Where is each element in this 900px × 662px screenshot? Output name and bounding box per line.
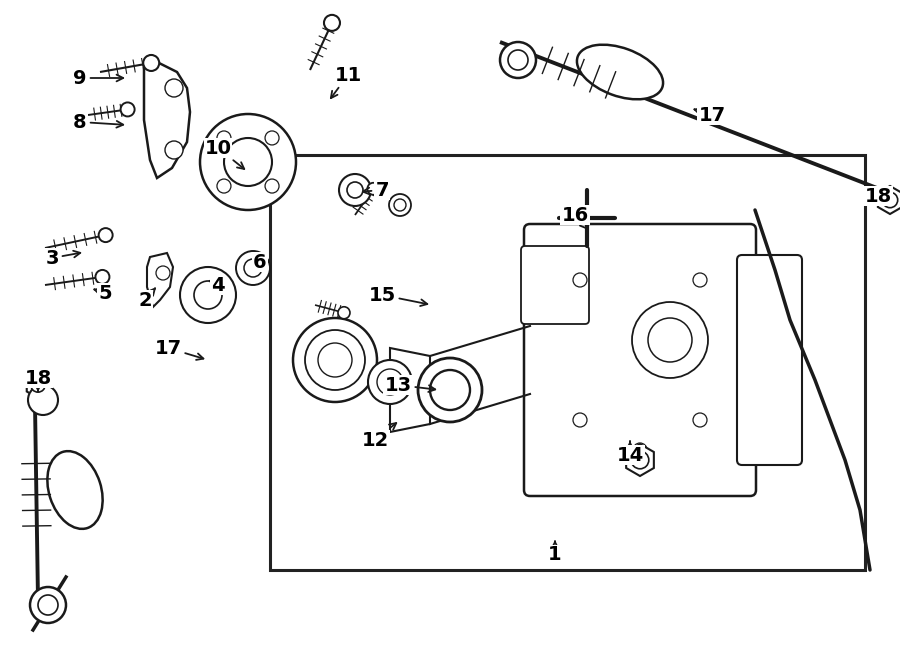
- Circle shape: [338, 307, 350, 319]
- Text: 17: 17: [694, 105, 725, 124]
- Circle shape: [217, 131, 231, 145]
- Circle shape: [324, 15, 340, 31]
- Circle shape: [194, 281, 222, 309]
- Text: 6: 6: [253, 252, 266, 271]
- Circle shape: [693, 273, 707, 287]
- Polygon shape: [147, 253, 173, 307]
- Circle shape: [224, 138, 272, 186]
- Circle shape: [347, 182, 363, 198]
- Text: 5: 5: [94, 283, 112, 303]
- Ellipse shape: [48, 451, 103, 529]
- Text: 10: 10: [204, 138, 244, 169]
- Circle shape: [377, 369, 403, 395]
- Text: 12: 12: [362, 423, 396, 449]
- Circle shape: [632, 302, 708, 378]
- Circle shape: [217, 179, 231, 193]
- Polygon shape: [626, 444, 654, 476]
- Text: 8: 8: [73, 113, 123, 132]
- Circle shape: [121, 103, 135, 117]
- Circle shape: [200, 114, 296, 210]
- Text: 2: 2: [139, 289, 155, 310]
- Circle shape: [693, 413, 707, 427]
- Text: 9: 9: [73, 68, 123, 87]
- FancyBboxPatch shape: [524, 224, 756, 496]
- Circle shape: [573, 273, 587, 287]
- Text: 3: 3: [45, 248, 80, 267]
- Text: 11: 11: [331, 66, 362, 98]
- FancyBboxPatch shape: [737, 255, 802, 465]
- Circle shape: [38, 595, 58, 615]
- Circle shape: [293, 318, 377, 402]
- Circle shape: [633, 443, 647, 457]
- Circle shape: [631, 451, 649, 469]
- Circle shape: [265, 131, 279, 145]
- Text: 18: 18: [864, 187, 892, 205]
- Text: 16: 16: [562, 205, 589, 228]
- Ellipse shape: [577, 45, 663, 99]
- Circle shape: [368, 360, 412, 404]
- Circle shape: [165, 141, 183, 159]
- Circle shape: [28, 385, 58, 415]
- Text: 7: 7: [363, 181, 389, 199]
- Circle shape: [500, 42, 536, 78]
- Circle shape: [508, 50, 528, 70]
- Polygon shape: [878, 186, 900, 214]
- Text: 18: 18: [24, 369, 51, 391]
- Circle shape: [882, 192, 897, 208]
- Circle shape: [244, 259, 262, 277]
- Text: 4: 4: [210, 275, 225, 295]
- Circle shape: [236, 251, 270, 285]
- Circle shape: [339, 174, 371, 206]
- Circle shape: [165, 79, 183, 97]
- Bar: [270, 155, 865, 570]
- Circle shape: [418, 358, 482, 422]
- Circle shape: [389, 194, 411, 216]
- Circle shape: [143, 55, 159, 71]
- Circle shape: [156, 266, 170, 280]
- Circle shape: [95, 270, 110, 284]
- Text: 1: 1: [548, 542, 562, 565]
- Circle shape: [180, 267, 236, 323]
- FancyBboxPatch shape: [521, 246, 589, 324]
- Circle shape: [30, 587, 66, 623]
- Text: 13: 13: [384, 375, 436, 395]
- Polygon shape: [390, 348, 430, 432]
- Circle shape: [367, 183, 380, 195]
- Text: 15: 15: [368, 285, 428, 306]
- Text: 14: 14: [616, 442, 643, 465]
- Circle shape: [430, 370, 470, 410]
- Polygon shape: [27, 372, 50, 398]
- Circle shape: [318, 343, 352, 377]
- Circle shape: [573, 413, 587, 427]
- Circle shape: [648, 318, 692, 362]
- Text: 17: 17: [155, 338, 203, 360]
- Polygon shape: [144, 62, 190, 178]
- Circle shape: [99, 228, 112, 242]
- Circle shape: [305, 330, 365, 390]
- Circle shape: [265, 179, 279, 193]
- Circle shape: [31, 378, 45, 392]
- Circle shape: [394, 199, 406, 211]
